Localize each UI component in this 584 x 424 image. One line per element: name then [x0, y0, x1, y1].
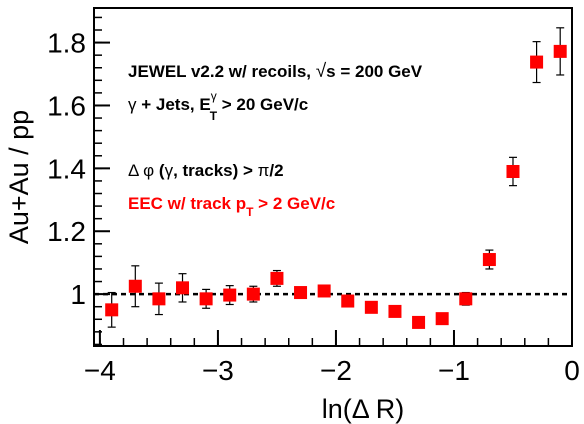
data-point	[294, 286, 308, 300]
label-layer: −4 −3 −2 −1 0 1 1.2 1.4 1.6 1.8	[47, 28, 580, 386]
data-point	[270, 271, 284, 285]
data-point	[199, 292, 213, 306]
x-tick-label: −4	[84, 355, 116, 386]
data-point	[412, 315, 426, 329]
data-point	[506, 164, 520, 178]
data-point	[246, 287, 260, 301]
x-axis-title: ln(Δ R)	[322, 394, 405, 424]
data-point	[435, 312, 449, 326]
data-point	[128, 279, 142, 293]
data-point	[459, 292, 473, 306]
data-point	[105, 303, 119, 317]
x-tick-label: −2	[320, 355, 352, 386]
y-tick-label: 1.2	[47, 216, 86, 247]
annotation-delta-phi: Δ φ (γ, tracks) > π/2	[128, 161, 284, 180]
y-tick-label: 1.8	[47, 28, 86, 59]
plot-frame	[93, 7, 573, 347]
data-point	[176, 281, 190, 295]
y-axis-title: Au+Au / pp	[4, 110, 34, 244]
data-point	[152, 292, 166, 306]
y-tick-label: 1.6	[47, 90, 86, 121]
data-point	[364, 300, 378, 314]
data-point	[388, 304, 402, 318]
annotation-trigger: γ + Jets, Eγ T > 20 GeV/c	[128, 89, 308, 123]
x-tick-label: 0	[564, 355, 580, 386]
marker-layer	[105, 44, 567, 329]
y-tick-label: 1.4	[47, 153, 86, 184]
data-point	[482, 253, 496, 267]
tick-layer	[94, 16, 573, 346]
data-point	[341, 294, 355, 308]
data-point	[223, 288, 237, 302]
data-point	[553, 44, 567, 58]
data-point	[530, 55, 544, 69]
y-tick-label: 1	[70, 279, 86, 310]
annotation-model: JEWEL v2.2 w/ recoils, √s = 200 GeV	[128, 61, 423, 82]
x-tick-label: −1	[438, 355, 470, 386]
x-tick-label: −3	[202, 355, 234, 386]
data-point	[317, 284, 331, 298]
annotation-eec: EEC w/ track pT > 2 GeV/c	[128, 194, 335, 219]
